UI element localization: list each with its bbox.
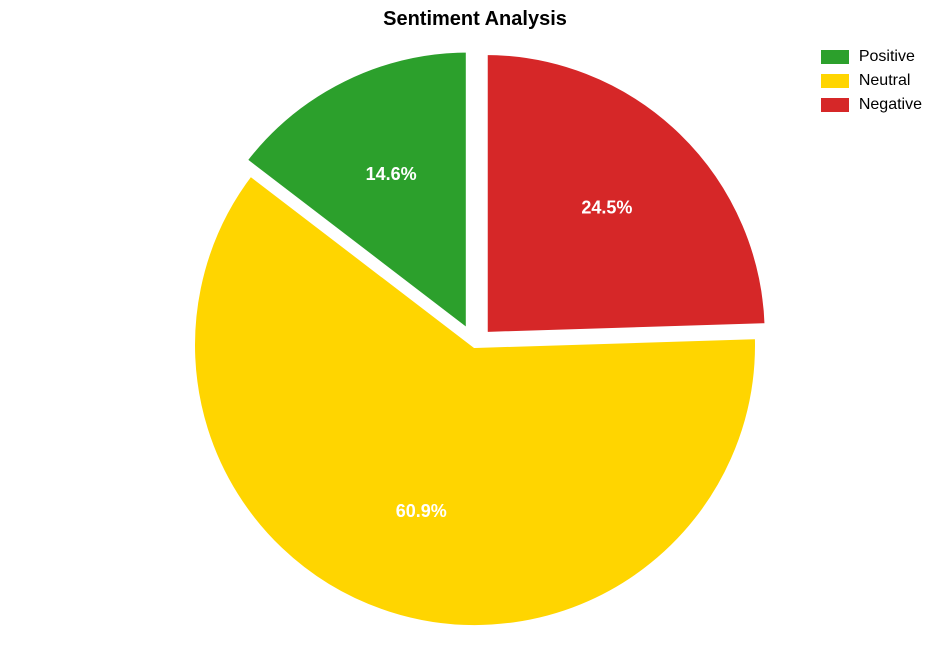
slice-label-neutral: 60.9%	[396, 501, 447, 521]
chart-title: Sentiment Analysis	[0, 8, 950, 31]
pie-slice-negative	[485, 52, 768, 335]
slice-label-negative: 24.5%	[581, 198, 632, 218]
slice-label-positive: 14.6%	[366, 164, 417, 184]
pie-chart: 24.5% 60.9% 14.6%	[0, 50, 950, 662]
